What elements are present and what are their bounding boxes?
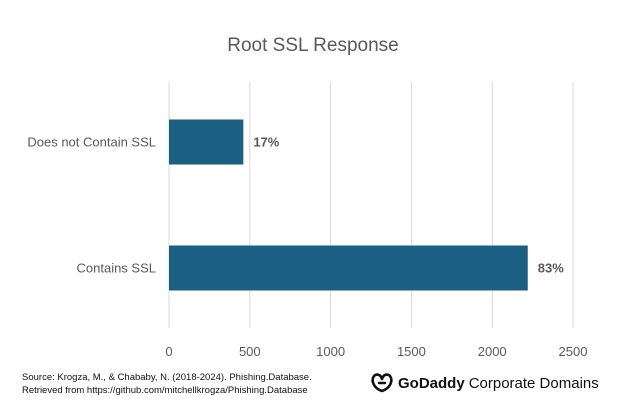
x-tick-label: 1500 (397, 344, 426, 359)
godaddy-logo-icon (371, 373, 393, 393)
x-tick-label: 0 (165, 344, 172, 359)
chart-title: Root SSL Response (227, 35, 398, 56)
source-line-1: Source: Krogza, M., & Chababy, N. (2018-… (22, 372, 312, 383)
bar (169, 245, 528, 291)
data-label: 83% (538, 261, 564, 276)
bar (169, 119, 244, 165)
source-line-2: Retrieved from https://github.com/mitche… (22, 385, 308, 396)
x-tick-label: 2500 (559, 344, 588, 359)
data-label: 17% (253, 135, 279, 150)
labels: 0 500 1000 1500 2000 2500 Does not Contain SSL… (27, 135, 587, 360)
gridlines (168, 82, 574, 328)
brand-subtitle: Corporate Domains (468, 374, 599, 392)
category-label: Contains SSL (77, 261, 157, 276)
x-tick-label: 500 (239, 344, 261, 359)
brand-logo: GoDaddy Corporate Domains (370, 372, 599, 394)
bars (169, 119, 528, 291)
x-tick-label: 1000 (316, 344, 345, 359)
source-citation: Source: Krogza, M., & Chababy, N. (2018-… (22, 371, 312, 397)
brand-name: GoDaddy (398, 374, 465, 392)
category-label: Does not Contain SSL (27, 135, 156, 150)
x-tick-label: 2000 (478, 344, 507, 359)
